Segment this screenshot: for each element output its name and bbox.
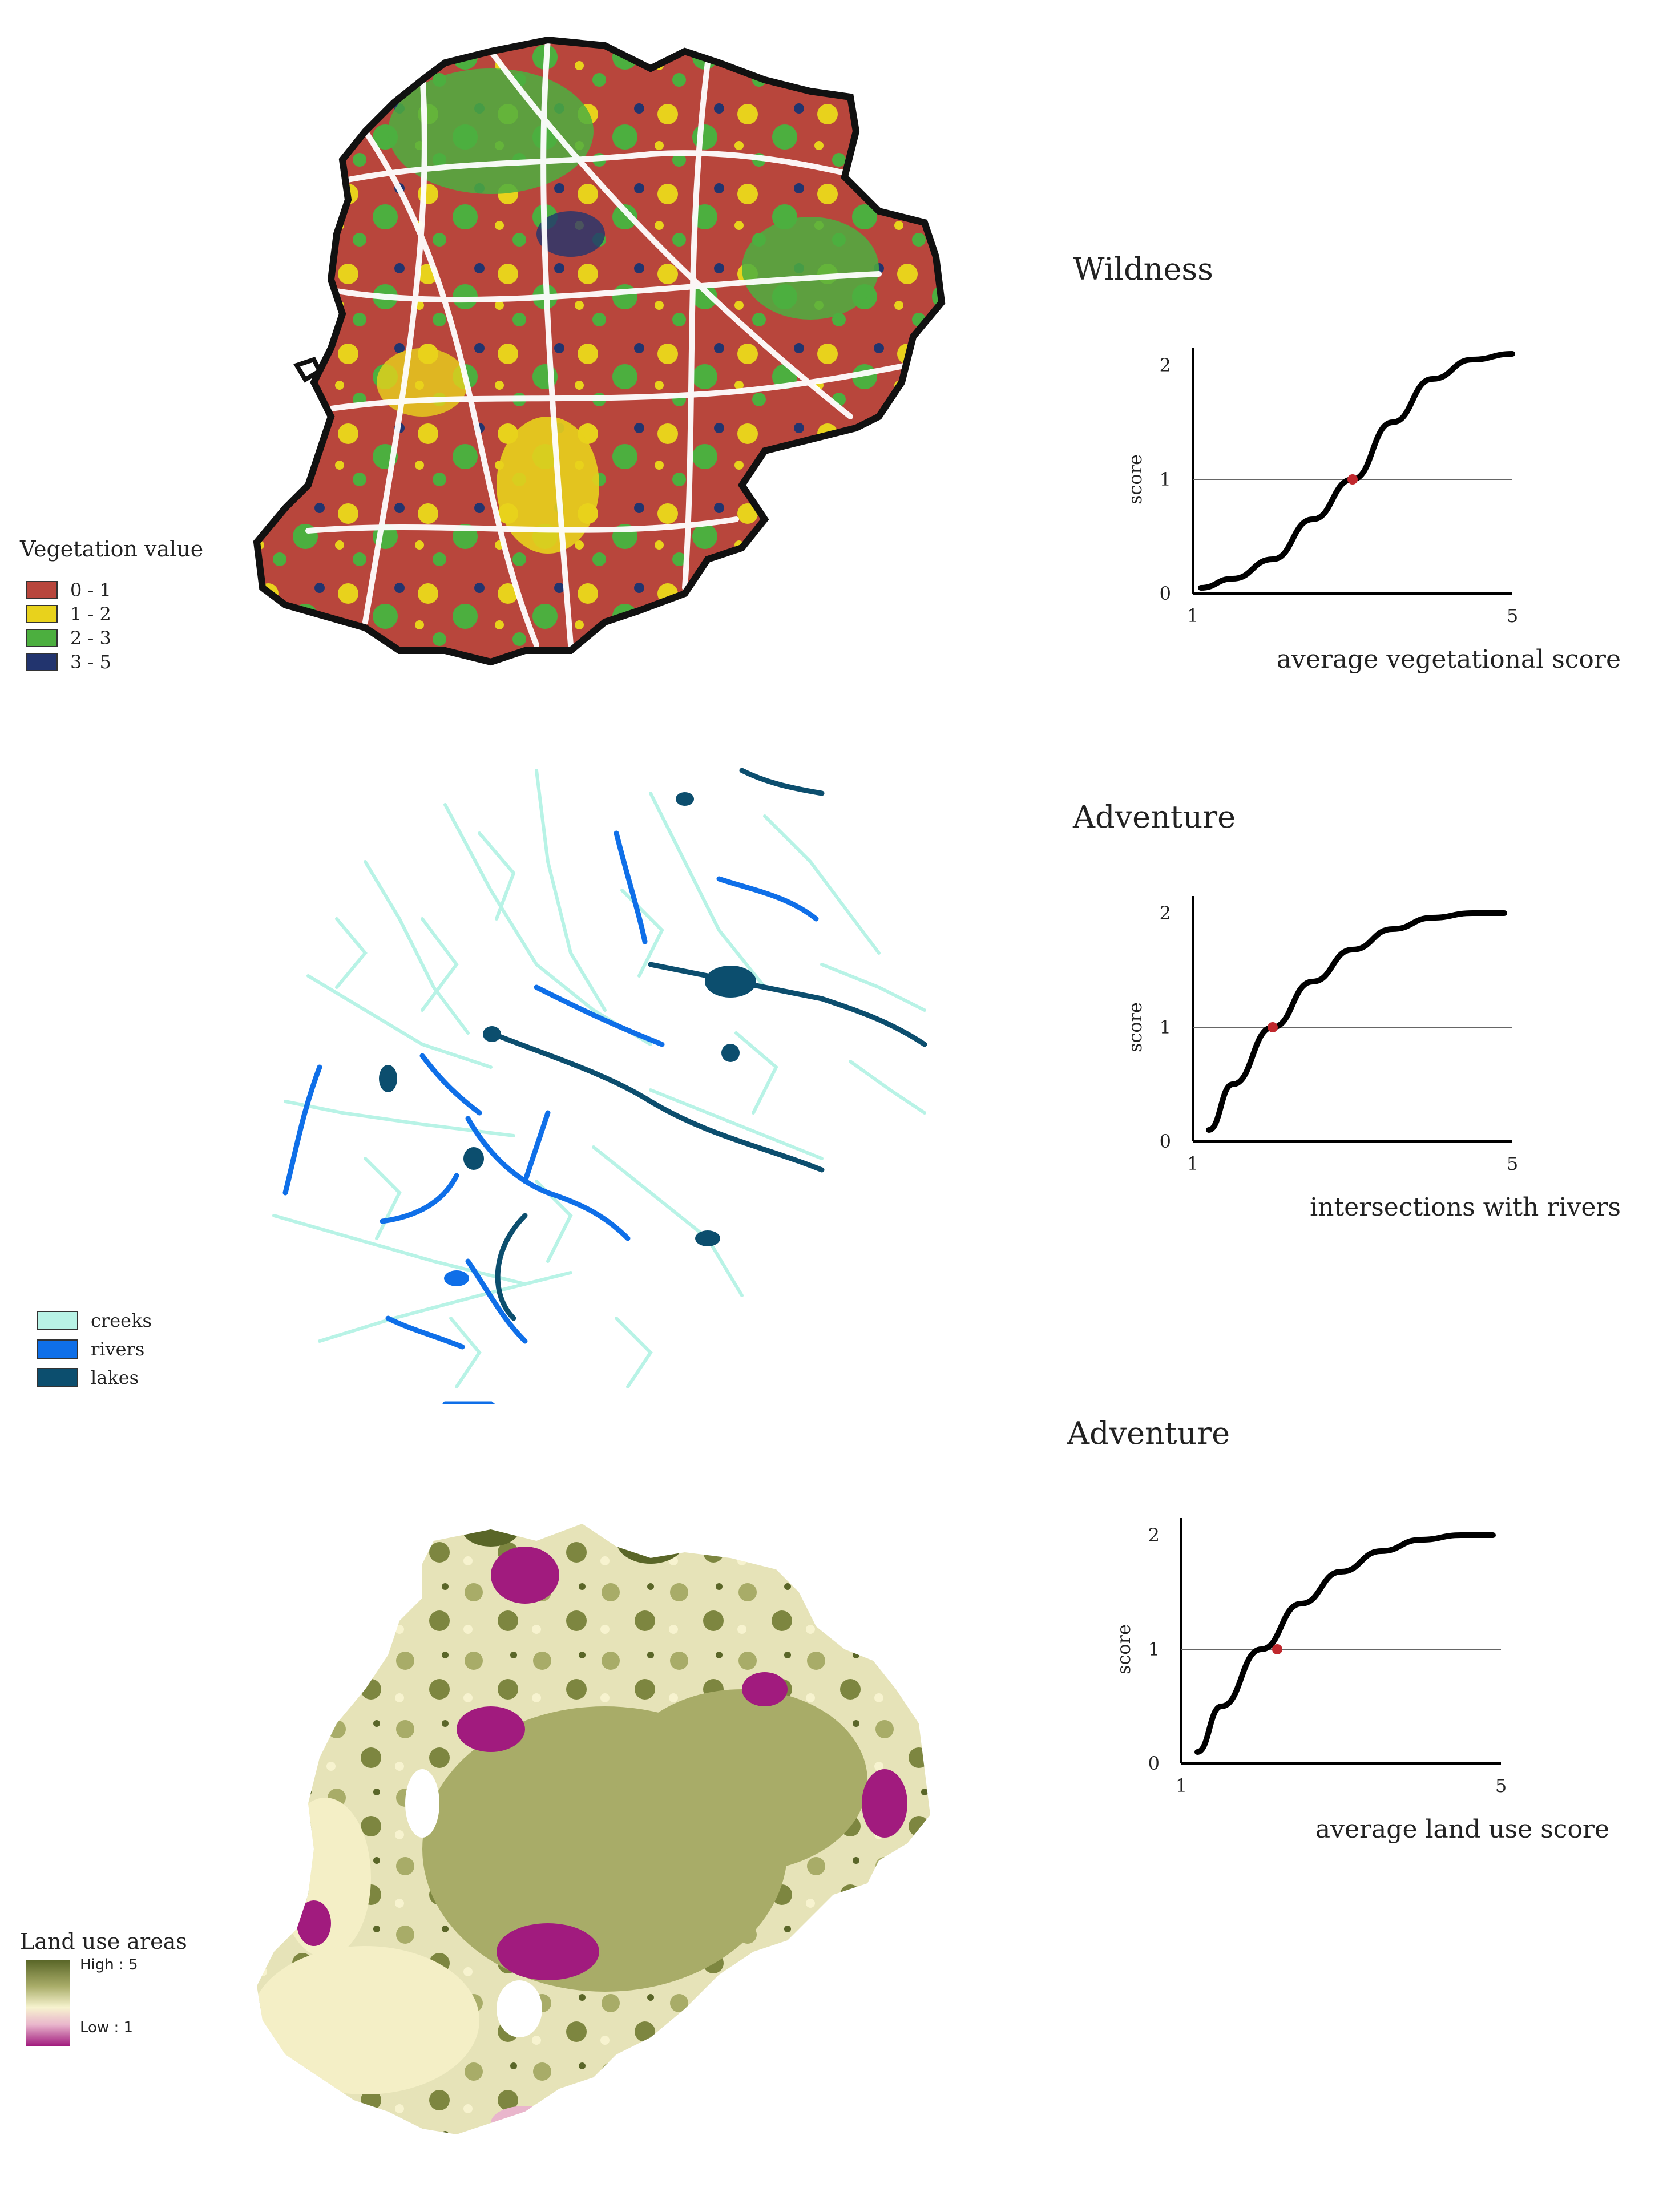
legend-label: 2 - 3 <box>70 627 111 649</box>
land-use-color-ramp <box>26 1960 70 2046</box>
legend-item: 1 - 2 <box>26 603 111 625</box>
legend-swatch <box>26 653 58 671</box>
legend-item: 3 - 5 <box>26 651 111 673</box>
legend-label: creeks <box>91 1310 152 1331</box>
x-tick-label: 1 <box>1176 1775 1187 1797</box>
score-curve <box>1194 1532 1496 1755</box>
y-axis-label: score <box>1124 1002 1146 1052</box>
x-tick-label: 1 <box>1187 605 1198 627</box>
rivers-map <box>272 768 927 1404</box>
legend-item: 2 - 3 <box>26 627 111 649</box>
y-tick-label: 0 <box>1160 1131 1171 1152</box>
legend-label: 1 - 2 <box>70 603 111 625</box>
x-axis-label: average vegetational score <box>1277 645 1621 674</box>
legend-swatch <box>37 1368 78 1387</box>
chart-title-wildness: Wildness <box>1073 251 1213 287</box>
x-tick-label: 5 <box>1507 605 1518 627</box>
x-tick-label: 5 <box>1495 1775 1507 1797</box>
legend-label: 0 - 1 <box>70 579 111 601</box>
vegetation-map <box>251 17 947 673</box>
y-tick-label: 1 <box>1160 1016 1171 1038</box>
y-tick-label: 2 <box>1160 902 1171 924</box>
highlight-point <box>1268 1022 1278 1032</box>
legend-swatch <box>37 1311 78 1330</box>
x-tick-label: 5 <box>1507 1153 1518 1174</box>
legend-label: lakes <box>91 1367 139 1388</box>
x-axis-label: intersections with rivers <box>1310 1193 1621 1222</box>
chart-title-adventure-rivers: Adventure <box>1073 799 1236 835</box>
vegetation-legend-title: Vegetation value <box>20 536 204 562</box>
y-tick-label: 2 <box>1148 1524 1160 1546</box>
x-axis-label: average land use score <box>1315 1815 1609 1844</box>
y-tick-label: 0 <box>1160 583 1171 604</box>
land-use-map <box>257 1524 930 2134</box>
legend-swatch <box>26 581 58 599</box>
y-axis-label: score <box>1124 454 1146 504</box>
ramp-high-label: High : 5 <box>80 1956 138 1973</box>
legend-label: rivers <box>91 1338 145 1360</box>
y-axis-label: score <box>1113 1624 1135 1674</box>
x-tick-label: 1 <box>1187 1153 1198 1174</box>
legend-swatch <box>26 629 58 647</box>
y-tick-label: 1 <box>1148 1638 1160 1660</box>
legend-item: 0 - 1 <box>26 579 111 601</box>
highlight-point <box>1272 1644 1282 1654</box>
legend-swatch <box>26 605 58 623</box>
y-tick-label: 2 <box>1160 354 1171 376</box>
chart-title-adventure-land-use: Adventure <box>1067 1415 1230 1451</box>
legend-label: 3 - 5 <box>70 651 111 673</box>
score-curve <box>1206 910 1507 1133</box>
legend-item: rivers <box>37 1338 144 1360</box>
score-curve <box>1198 351 1515 591</box>
ramp-low-label: Low : 1 <box>80 2019 134 2036</box>
y-tick-label: 0 <box>1148 1753 1160 1774</box>
highlight-point <box>1347 474 1358 485</box>
y-tick-label: 1 <box>1160 469 1171 490</box>
legend-swatch <box>37 1339 78 1359</box>
legend-item: lakes <box>37 1367 139 1388</box>
legend-item: creeks <box>37 1310 152 1331</box>
land-use-legend-title: Land use areas <box>20 1929 187 1954</box>
